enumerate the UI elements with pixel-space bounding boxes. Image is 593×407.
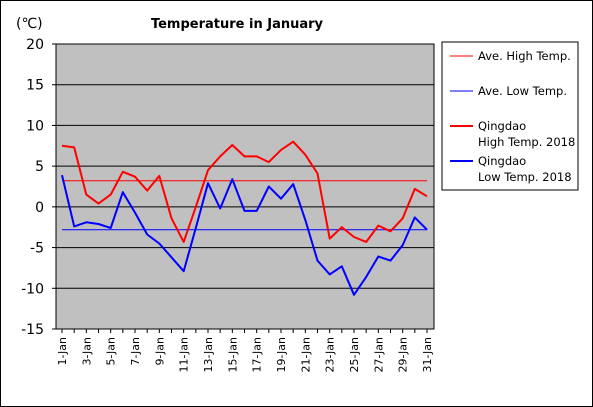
y-tick-label: -10 <box>21 281 44 297</box>
legend-label: Ave. High Temp. <box>478 49 571 63</box>
x-tick-label: 25-Jan <box>348 337 361 373</box>
x-tick-label: 5-Jan <box>105 337 118 366</box>
legend-entry-1: Ave. High Temp. <box>450 49 571 63</box>
x-tick-label: 23-Jan <box>324 337 337 373</box>
y-tick-label: 20 <box>26 37 44 53</box>
chart-title: Temperature in January <box>151 17 324 32</box>
legend: Ave. High Temp. Ave. Low Temp. Qingdao High… <box>450 49 575 184</box>
legend-label: High Temp. 2018 <box>478 135 575 149</box>
legend-label: Ave. Low Temp. <box>478 84 567 98</box>
legend-label: Low Temp. 2018 <box>478 170 572 184</box>
x-tick-label: 17-Jan <box>251 337 264 373</box>
x-tick-label: 15-Jan <box>226 337 239 373</box>
x-tick-label: 31-Jan <box>421 337 434 373</box>
series-line-3 <box>61 140 428 243</box>
series-line-4 <box>61 174 428 296</box>
y-axis-ticks: 20 15 10 5 0 -5 -10 -15 <box>21 37 56 338</box>
x-tick-label: 3-Jan <box>80 337 93 366</box>
y-tick-label: -15 <box>21 322 44 338</box>
legend-entry-3: Qingdao High Temp. 2018 <box>450 119 575 149</box>
y-unit-label: (℃) <box>16 16 43 32</box>
y-tick-label: -5 <box>30 241 44 257</box>
x-tick-label: 27-Jan <box>372 337 385 373</box>
plot-area <box>55 43 435 330</box>
x-tick-label: 9-Jan <box>153 337 166 366</box>
grid-lines <box>56 84 434 289</box>
legend-entry-4: Qingdao Low Temp. 2018 <box>450 154 572 184</box>
x-tick-label: 19-Jan <box>275 337 288 373</box>
y-tick-label: 15 <box>26 78 44 94</box>
x-tick-label: 29-Jan <box>397 337 410 373</box>
legend-entry-2: Ave. Low Temp. <box>450 84 567 98</box>
x-axis-ticks: 1-Jan 3-Jan 5-Jan 7-Jan 9-Jan 11-Jan 13-Jan 15-… <box>56 329 434 373</box>
x-tick-label: 11-Jan <box>178 337 191 373</box>
legend-box <box>441 41 579 191</box>
y-tick-label: 5 <box>35 159 44 175</box>
series-lines <box>61 140 428 296</box>
x-tick-label: 13-Jan <box>202 337 215 373</box>
x-tick-label: 21-Jan <box>299 337 312 373</box>
y-tick-label: 0 <box>35 200 44 216</box>
y-tick-label: 10 <box>26 118 44 134</box>
x-tick-label: 7-Jan <box>129 337 142 366</box>
legend-label: Qingdao <box>478 119 526 133</box>
legend-label: Qingdao <box>478 154 526 168</box>
x-tick-label: 1-Jan <box>56 337 69 366</box>
